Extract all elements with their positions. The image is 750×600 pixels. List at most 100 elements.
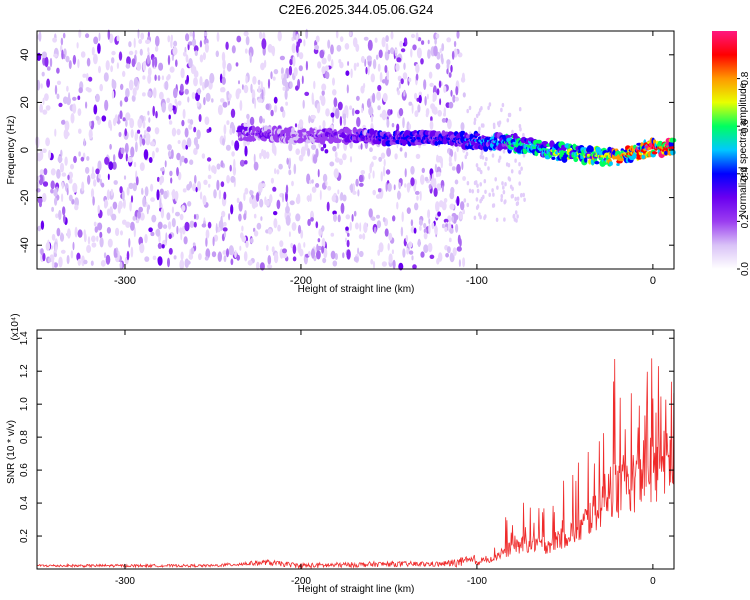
noise-blob	[503, 217, 506, 222]
noise-blob	[437, 155, 443, 161]
noise-blob	[149, 141, 156, 147]
spectrogram-signal-track	[236, 125, 677, 167]
noise-blob	[128, 50, 134, 56]
noise-blob	[130, 146, 135, 158]
noise-blob	[363, 222, 368, 234]
noise-blob	[132, 182, 137, 192]
noise-blob	[350, 68, 353, 79]
noise-blob	[223, 231, 227, 238]
noise-blob	[164, 160, 167, 168]
signal-blob	[620, 150, 624, 154]
noise-blob	[54, 128, 57, 137]
noise-blob	[399, 40, 403, 48]
noise-blob	[238, 80, 240, 85]
noise-blob	[191, 92, 196, 100]
noise-blob	[66, 187, 69, 196]
noise-blob	[93, 104, 98, 115]
noise-blob	[236, 197, 240, 203]
noise-blob	[317, 238, 321, 243]
noise-blob	[83, 138, 86, 147]
noise-blob	[274, 168, 277, 175]
noise-blob	[296, 33, 299, 42]
noise-blob	[38, 31, 42, 42]
noise-blob	[128, 41, 132, 48]
noise-blob	[61, 49, 64, 60]
noise-blob	[239, 159, 245, 167]
noise-blob	[216, 179, 220, 191]
noise-blob	[403, 91, 406, 97]
noise-blob	[322, 257, 327, 264]
noise-blob	[44, 93, 49, 101]
noise-blob	[37, 137, 40, 148]
noise-blob	[206, 157, 212, 162]
noise-blob	[440, 159, 443, 169]
noise-blob	[61, 172, 67, 177]
noise-blob	[239, 245, 242, 251]
noise-blob	[97, 43, 101, 54]
noise-blob	[82, 73, 87, 78]
noise-blob	[171, 191, 174, 196]
noise-blob	[301, 75, 304, 85]
noise-blob	[181, 119, 185, 127]
noise-blob	[253, 213, 257, 219]
noise-blob	[449, 191, 455, 200]
y-tick-label: 1.4	[19, 331, 30, 345]
noise-blob	[130, 195, 134, 203]
noise-blob	[199, 191, 203, 200]
noise-blob	[173, 87, 178, 99]
noise-blob	[76, 42, 79, 49]
noise-blob	[456, 145, 459, 153]
colorbar-tick-label: 0.2	[740, 214, 750, 228]
noise-blob	[189, 159, 194, 165]
noise-blob	[388, 232, 393, 241]
noise-blob	[97, 160, 102, 172]
noise-blob	[325, 108, 330, 117]
noise-blob	[193, 147, 198, 156]
noise-blob	[192, 183, 197, 192]
noise-blob	[311, 248, 315, 259]
noise-blob	[122, 70, 126, 77]
noise-blob	[109, 206, 113, 217]
noise-blob	[230, 258, 234, 266]
noise-blob	[377, 188, 382, 193]
noise-blob	[443, 85, 447, 93]
noise-blob	[56, 168, 61, 179]
noise-blob	[292, 56, 296, 67]
noise-blob	[188, 41, 193, 46]
noise-blob	[298, 154, 304, 162]
noise-blob	[276, 169, 280, 175]
noise-blob	[368, 172, 371, 180]
noise-blob	[415, 153, 421, 159]
noise-blob	[85, 73, 89, 82]
noise-blob	[111, 57, 115, 64]
signal-blob	[536, 139, 542, 144]
noise-blob	[333, 97, 338, 108]
noise-blob	[218, 189, 222, 200]
noise-blob	[405, 40, 408, 46]
noise-blob	[330, 232, 335, 237]
noise-blob	[217, 104, 223, 116]
noise-blob	[98, 65, 101, 74]
noise-blob	[330, 112, 335, 118]
noise-blob	[282, 252, 288, 259]
noise-blob	[309, 193, 312, 202]
noise-blob	[487, 166, 490, 171]
noise-blob	[201, 153, 206, 159]
noise-blob	[307, 148, 311, 157]
noise-blob	[107, 173, 110, 180]
noise-blob	[119, 186, 123, 194]
noise-blob	[37, 175, 41, 181]
noise-blob	[140, 32, 145, 40]
noise-blob	[259, 198, 264, 208]
noise-blob	[142, 61, 147, 72]
noise-blob	[336, 44, 342, 52]
signal-blob	[584, 157, 588, 163]
noise-blob	[155, 35, 160, 47]
signal-blob	[401, 140, 407, 147]
noise-blob	[298, 38, 302, 44]
noise-blob	[146, 54, 150, 65]
noise-blob	[327, 39, 331, 49]
noise-blob	[461, 161, 464, 170]
noise-blob	[259, 152, 262, 160]
noise-blob	[208, 164, 211, 172]
